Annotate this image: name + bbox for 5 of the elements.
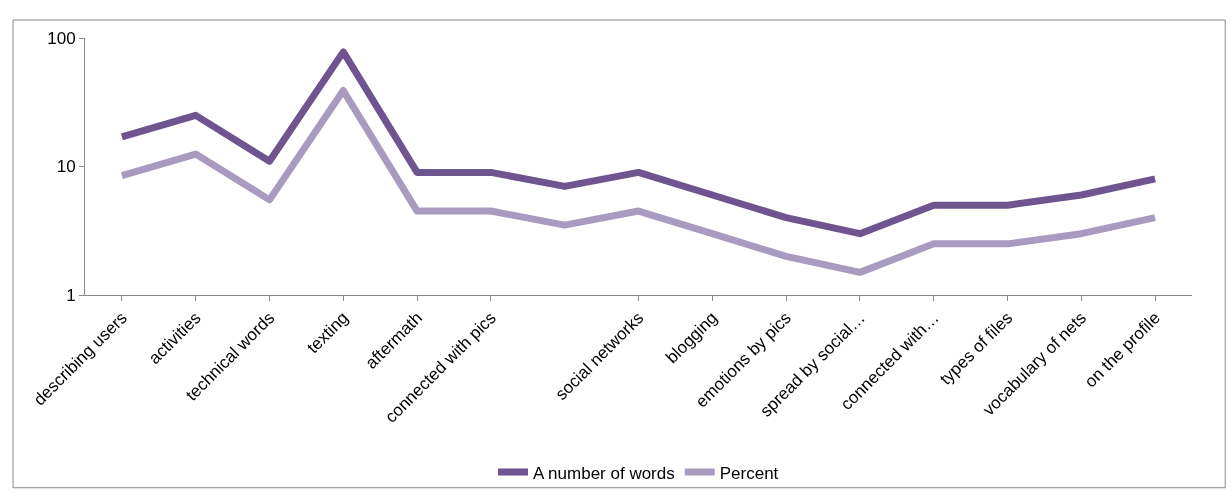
y-tick-label: 10 (56, 157, 76, 177)
legend-label: Percent (719, 463, 779, 483)
y-tick-label: 100 (47, 28, 76, 48)
y-tick-label: 1 (66, 285, 76, 305)
legend-label: A number of words (533, 463, 675, 483)
